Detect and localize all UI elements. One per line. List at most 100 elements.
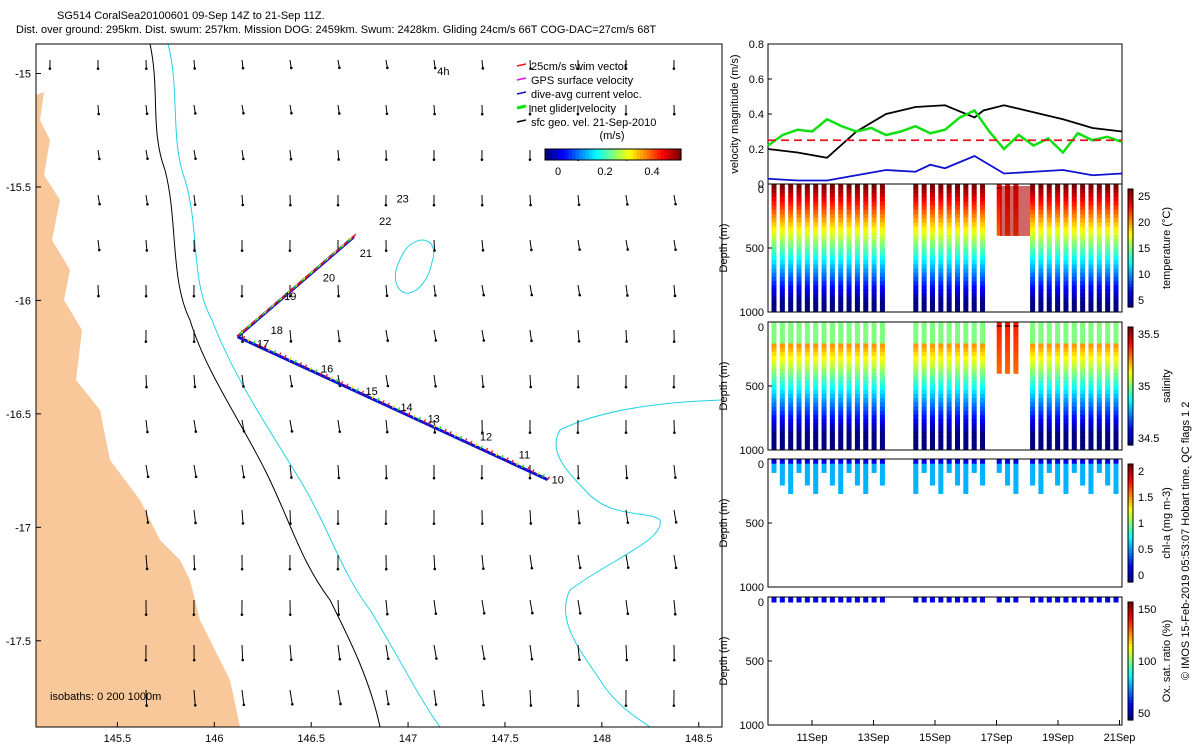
profile-sample xyxy=(1055,326,1061,332)
profile-sample xyxy=(829,394,835,400)
profile-sample xyxy=(1105,423,1111,429)
profile-sample xyxy=(963,427,969,433)
profile-sample xyxy=(971,218,977,224)
profile-sample xyxy=(871,410,877,416)
profile-sample xyxy=(871,213,877,219)
profile-sample xyxy=(1071,467,1077,473)
swim-vector-mark xyxy=(417,416,421,421)
colorbar-band xyxy=(633,149,638,160)
profile-sample xyxy=(1038,402,1044,408)
geo-arrow-head xyxy=(432,203,436,207)
geo-arrow-head xyxy=(576,67,580,70)
swim-vector-mark xyxy=(252,320,256,324)
profile-sample xyxy=(863,372,869,378)
geo-arrow-head xyxy=(576,704,580,707)
profile-sample xyxy=(804,368,810,374)
profile-sample xyxy=(1113,431,1119,437)
profile-sample xyxy=(1030,480,1036,486)
profile-sample xyxy=(921,281,927,287)
profile-sample xyxy=(1105,356,1111,362)
profile-sample xyxy=(863,364,869,370)
profile-sample xyxy=(813,372,819,378)
profile-sample xyxy=(771,281,777,287)
profile-sample xyxy=(1038,440,1044,446)
profile-sample xyxy=(1030,247,1036,253)
profile-sample xyxy=(963,201,969,207)
profile-sample xyxy=(955,302,961,308)
profile-sample xyxy=(946,209,952,215)
profile-sample xyxy=(788,410,794,416)
profile-sample xyxy=(854,222,860,228)
profile-sample xyxy=(813,226,819,232)
profile-sample xyxy=(963,343,969,349)
profile-sample xyxy=(1080,360,1086,366)
profile-sample xyxy=(846,463,852,469)
profile-sample xyxy=(821,201,827,207)
profile-sample xyxy=(854,213,860,219)
geo-arrow-head xyxy=(194,475,198,479)
profile-sample xyxy=(1055,251,1061,257)
colorbar-band xyxy=(1128,365,1133,369)
profile-sample xyxy=(955,201,961,207)
profile-sample xyxy=(921,459,927,465)
profile-sample xyxy=(863,188,869,194)
colorbar-band xyxy=(674,149,679,160)
swim-vector-mark xyxy=(438,426,442,430)
profile-sample xyxy=(1105,226,1111,232)
profile-sample xyxy=(1088,213,1094,219)
profile-sample xyxy=(1096,247,1102,253)
map-y-tick-label: -16.5 xyxy=(6,409,31,421)
profile-sample xyxy=(929,281,935,287)
profile-sample xyxy=(929,419,935,425)
profile-sample xyxy=(1055,467,1061,473)
colorbar-band xyxy=(1128,552,1133,557)
geo-arrow xyxy=(433,239,436,251)
profile-sample xyxy=(946,330,952,336)
profile-sample xyxy=(1046,406,1052,412)
geo-arrow-head xyxy=(386,384,390,388)
profile-sample xyxy=(1030,197,1036,203)
profile-sample xyxy=(1071,335,1077,341)
profile-sample xyxy=(1038,205,1044,211)
profile-sample xyxy=(1080,372,1086,378)
profile-sample xyxy=(788,444,794,450)
swim-vector-mark xyxy=(485,447,489,452)
profile-sample xyxy=(813,188,819,194)
profile-sample xyxy=(929,289,935,295)
profile-sample xyxy=(854,472,860,478)
geo-arrow-head xyxy=(674,248,677,251)
profile-sample xyxy=(1046,234,1052,240)
profile-sample xyxy=(879,213,885,219)
profile-sample xyxy=(871,360,877,366)
swim-vector-mark xyxy=(433,423,437,428)
profile-sample xyxy=(1055,330,1061,336)
profile-sample xyxy=(838,293,844,299)
geo-arrow-head xyxy=(529,704,533,707)
swim-vector-mark xyxy=(392,404,396,409)
profile-sample xyxy=(1080,306,1086,312)
profile-sample xyxy=(929,415,935,421)
profile-sample xyxy=(821,394,827,400)
profile-sample xyxy=(813,472,819,478)
profile-sample xyxy=(813,256,819,262)
profile-sample xyxy=(938,415,944,421)
geo-arrow xyxy=(481,374,484,387)
profile-sample xyxy=(871,381,877,387)
profile-sample xyxy=(788,335,794,341)
profile-sample xyxy=(1055,293,1061,299)
geo-arrow xyxy=(385,374,389,387)
profile-sample xyxy=(846,431,852,437)
profile-sample xyxy=(1088,335,1094,341)
profile-sample xyxy=(971,467,977,473)
profile-sample xyxy=(1038,306,1044,312)
profile-sample xyxy=(938,289,944,295)
profile-sample xyxy=(804,476,810,482)
profile-sample xyxy=(846,372,852,378)
profile-sample xyxy=(1063,488,1069,494)
profile-sample xyxy=(929,272,935,278)
profile-sample xyxy=(963,247,969,253)
profile-sample xyxy=(1071,436,1077,442)
profile-sample xyxy=(771,272,777,278)
profile-sample xyxy=(938,347,944,353)
profile-sample xyxy=(955,394,961,400)
